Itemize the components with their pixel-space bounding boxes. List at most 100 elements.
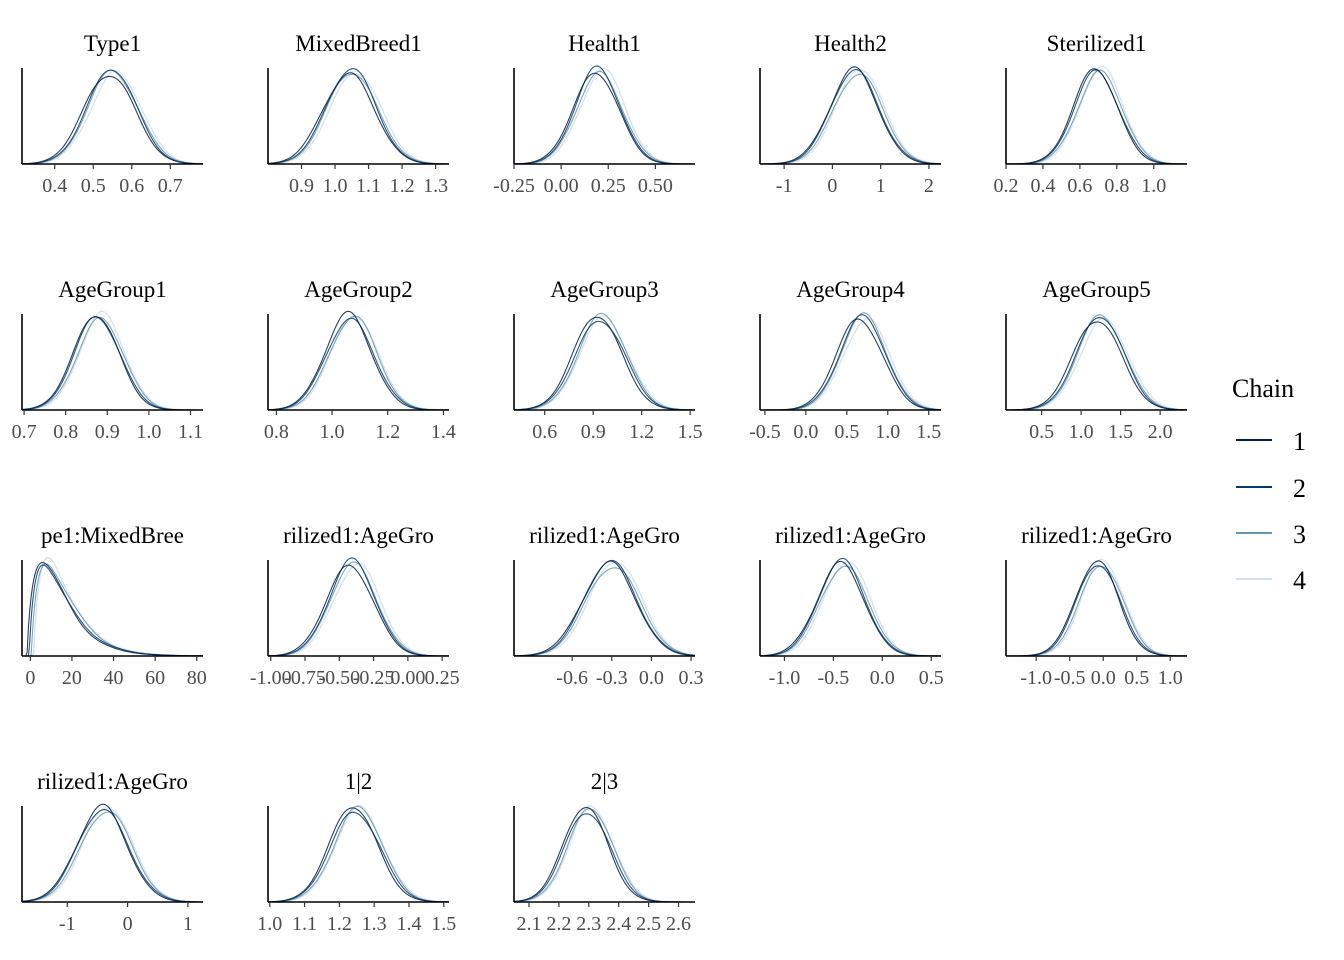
- x-tick-label: 0: [123, 913, 133, 935]
- x-tick-label: 2.2: [546, 913, 571, 935]
- density-line-chain-3: [22, 563, 203, 657]
- density-line-chain-3: [514, 567, 695, 657]
- x-tick-label: 2.6: [666, 913, 691, 935]
- density-line-chain-1: [22, 75, 203, 165]
- density-curves: [22, 310, 203, 411]
- legend-title: Chain: [1232, 374, 1294, 403]
- x-tick-label: 0.25: [425, 667, 460, 689]
- x-tick-label: 0.5: [919, 667, 944, 689]
- panel-2: 0.9 1.0 1.1 1.2 1.3 MixedBreed1: [267, 31, 449, 197]
- density-line-chain-1: [268, 310, 449, 411]
- x-tick-label: 1.4: [396, 913, 421, 935]
- x-tick-label: 0: [827, 175, 837, 197]
- x-tick-label: 2: [924, 175, 934, 197]
- density-line-chain-1: [514, 806, 695, 903]
- panel-title: Sterilized1: [1047, 31, 1147, 56]
- density-line-chain-2: [268, 68, 449, 165]
- x-tick-label: 1.0: [136, 421, 161, 443]
- panel-14: -1.0 -0.5 0.0 0.5 rilized1:AgeGro: [759, 523, 944, 689]
- panel-8: 0.6 0.9 1.2 1.5 AgeGroup3: [513, 277, 703, 443]
- density-line-chain-2: [514, 320, 695, 411]
- density-line-chain-2: [1006, 69, 1187, 165]
- panel-title: rilized1:AgeGro: [529, 523, 680, 548]
- x-tick-label: 0.50: [638, 175, 673, 197]
- x-tick-label: 0.2: [994, 175, 1019, 197]
- density-line-chain-3: [514, 70, 695, 165]
- legend-item-chain-3: 3: [1236, 520, 1306, 549]
- x-tick-label: 0.7: [158, 175, 183, 197]
- panel-9: -0.5 0.0 0.5 1.0 1.5 AgeGroup4: [749, 277, 941, 443]
- density-line-chain-1: [760, 560, 941, 657]
- density-curves: [22, 556, 203, 657]
- density-curves: [760, 557, 941, 657]
- x-tick-label: 1.1: [356, 175, 381, 197]
- x-tick-label: -0.50: [318, 667, 360, 689]
- panel-10: 0.5 1.0 1.5 2.0 AgeGroup5: [1005, 277, 1187, 443]
- panel-title: 1|2: [345, 769, 373, 794]
- x-tick-label: -0.5: [749, 421, 781, 443]
- x-tick-label: 0.00: [390, 667, 425, 689]
- x-tick-label: 1.0: [320, 421, 345, 443]
- panel-16: -1 0 1 rilized1:AgeGro: [21, 769, 203, 935]
- density-line-chain-1: [22, 803, 203, 903]
- panel-13: -0.6 -0.3 0.0 0.3 rilized1:AgeGro: [513, 523, 704, 689]
- density-line-chain-4: [514, 561, 695, 657]
- panel-1: 0.4 0.5 0.6 0.7 Type1: [21, 31, 203, 197]
- legend-label-chain-4: 4: [1293, 566, 1306, 595]
- x-tick-label: 0.0: [793, 421, 818, 443]
- x-tick-label: 1.4: [431, 421, 456, 443]
- density-line-chain-4: [268, 562, 449, 657]
- density-curves: [514, 559, 695, 657]
- x-tick-label: -1: [59, 913, 76, 935]
- x-tick-label: 0.0: [870, 667, 895, 689]
- panel-title: Health2: [814, 31, 887, 56]
- density-line-chain-4: [760, 69, 941, 165]
- x-tick-label: 2.0: [1148, 421, 1173, 443]
- density-line-chain-2: [22, 564, 203, 657]
- density-line-chain-2: [1006, 565, 1187, 657]
- density-line-chain-4: [514, 315, 695, 411]
- x-tick-label: 40: [104, 667, 124, 689]
- panel-title: rilized1:AgeGro: [775, 523, 926, 548]
- density-line-chain-1: [514, 316, 695, 411]
- x-tick-label: 0.8: [264, 421, 289, 443]
- x-tick-label: 1.3: [362, 913, 387, 935]
- x-tick-label: 0.0: [1091, 667, 1116, 689]
- x-tick-label: 1.2: [629, 421, 654, 443]
- density-line-chain-2: [268, 811, 449, 903]
- density-curves: [514, 805, 695, 903]
- density-line-chain-2: [268, 317, 449, 411]
- x-tick-label: -1.00: [250, 667, 292, 689]
- density-line-chain-4: [514, 67, 695, 165]
- x-tick-label: 0.8: [1104, 175, 1129, 197]
- panel-title: 2|3: [591, 769, 619, 794]
- density-line-chain-1: [268, 72, 449, 165]
- x-tick-label: 2.5: [636, 913, 661, 935]
- density-line-chain-3: [22, 316, 203, 411]
- density-line-chain-4: [22, 70, 203, 165]
- density-line-chain-2: [760, 314, 941, 411]
- x-tick-label: 1.5: [916, 421, 941, 443]
- x-tick-label: 0.3: [679, 667, 704, 689]
- density-line-chain-4: [22, 556, 203, 657]
- density-line-chain-3: [514, 312, 695, 411]
- panel-5: 0.2 0.4 0.6 0.8 1.0 Sterilized1: [994, 31, 1187, 197]
- panel-title: rilized1:AgeGro: [1021, 523, 1172, 548]
- panel-7: 0.8 1.0 1.2 1.4 AgeGroup2: [264, 277, 456, 443]
- density-line-chain-4: [514, 805, 695, 903]
- x-tick-label: 1.0: [1141, 175, 1166, 197]
- density-curves: [514, 312, 695, 411]
- density-curves: [268, 804, 449, 903]
- density-line-chain-1: [1006, 68, 1187, 165]
- panel-4: -1 0 1 2 Health2: [759, 31, 941, 197]
- density-curves: [22, 69, 203, 165]
- panel-title: Health1: [568, 31, 641, 56]
- x-tick-label: 0.6: [1067, 175, 1092, 197]
- chain-legend: Chain 1 2 3 4: [1232, 374, 1306, 595]
- density-line-chain-4: [268, 73, 449, 165]
- legend-label-chain-2: 2: [1293, 474, 1306, 503]
- x-tick-label: 80: [187, 667, 207, 689]
- x-tick-label: 1.0: [875, 421, 900, 443]
- density-line-chain-3: [1006, 69, 1187, 165]
